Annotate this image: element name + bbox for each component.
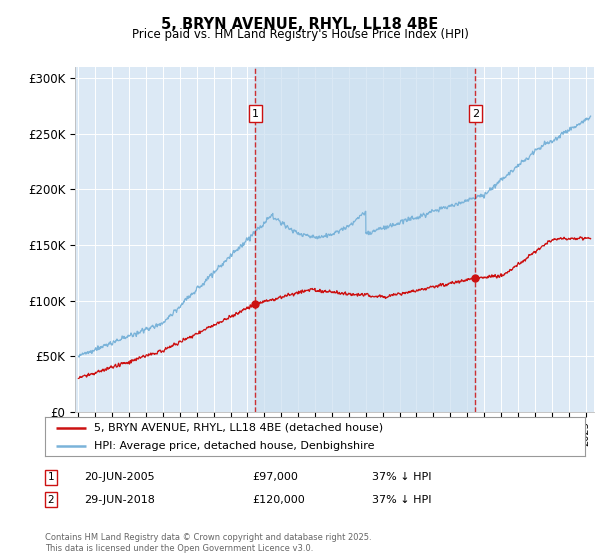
- Text: 20-JUN-2005: 20-JUN-2005: [84, 472, 155, 482]
- Text: £97,000: £97,000: [252, 472, 298, 482]
- Text: Contains HM Land Registry data © Crown copyright and database right 2025.
This d: Contains HM Land Registry data © Crown c…: [45, 533, 371, 553]
- Text: £120,000: £120,000: [252, 494, 305, 505]
- Text: 1: 1: [252, 109, 259, 119]
- Text: 2: 2: [47, 494, 55, 505]
- Text: 2: 2: [472, 109, 479, 119]
- Text: HPI: Average price, detached house, Denbighshire: HPI: Average price, detached house, Denb…: [94, 441, 374, 451]
- Text: 37% ↓ HPI: 37% ↓ HPI: [372, 494, 431, 505]
- Text: Price paid vs. HM Land Registry's House Price Index (HPI): Price paid vs. HM Land Registry's House …: [131, 28, 469, 41]
- Text: 37% ↓ HPI: 37% ↓ HPI: [372, 472, 431, 482]
- Text: 5, BRYN AVENUE, RHYL, LL18 4BE: 5, BRYN AVENUE, RHYL, LL18 4BE: [161, 17, 439, 32]
- Bar: [256, 67, 475, 412]
- Text: 5, BRYN AVENUE, RHYL, LL18 4BE (detached house): 5, BRYN AVENUE, RHYL, LL18 4BE (detached…: [94, 423, 383, 433]
- Text: 29-JUN-2018: 29-JUN-2018: [84, 494, 155, 505]
- Text: 1: 1: [47, 472, 55, 482]
